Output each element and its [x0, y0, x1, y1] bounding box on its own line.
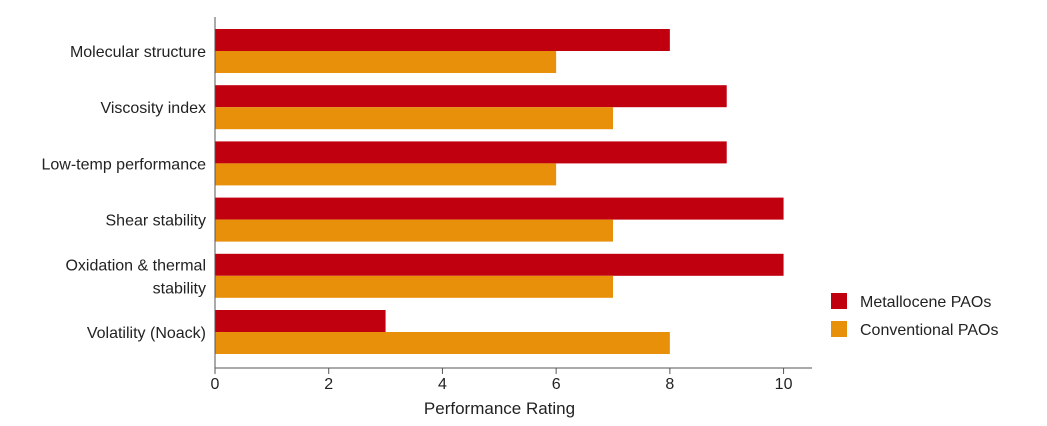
bar-viscosity-index-conventional-paos	[215, 107, 613, 130]
x-tick-label-4: 4	[438, 376, 447, 393]
category-labels: Molecular structure Viscosity index Low-te…	[41, 44, 206, 342]
legend: Metallocene PAOs Conventional PAOs	[831, 293, 998, 339]
legend-swatch-conventional-paos	[831, 321, 847, 337]
bar-volatility-noack-metallocene-paos	[215, 310, 386, 332]
category-label-molecular-structure: Molecular structure	[70, 44, 206, 61]
category-label-viscosity-index: Viscosity index	[100, 100, 206, 117]
bars-group	[215, 29, 784, 354]
x-tick-label-6: 6	[552, 376, 561, 393]
bar-shear-stability-conventional-paos	[215, 219, 613, 242]
legend-label-conventional-paos: Conventional PAOs	[860, 322, 998, 339]
bar-molecular-structure-metallocene-paos	[215, 29, 670, 51]
bar-oxidation-thermal-stability-conventional-paos	[215, 275, 613, 298]
bar-molecular-structure-conventional-paos	[215, 51, 557, 73]
bar-viscosity-index-metallocene-paos	[215, 85, 727, 108]
bar-low-temp-performance-conventional-paos	[215, 163, 557, 186]
bar-volatility-noack-conventional-paos	[215, 332, 670, 354]
x-tick-label-2: 2	[324, 376, 333, 393]
x-axis-label: Performance Rating	[424, 399, 575, 418]
bar-oxidation-thermal-stability-metallocene-paos	[215, 253, 784, 276]
legend-swatch-metallocene-paos	[831, 293, 847, 309]
category-label-oxidation-thermal-stability-line-1: Oxidation & thermal	[65, 257, 206, 274]
x-tick-label-8: 8	[665, 376, 674, 393]
bar-shear-stability-metallocene-paos	[215, 197, 784, 220]
x-tick-label-0: 0	[211, 376, 220, 393]
category-label-low-temp-performance: Low-temp performance	[41, 156, 206, 173]
category-label-oxidation-thermal-stability-line-2: stability	[153, 280, 206, 297]
legend-label-metallocene-paos: Metallocene PAOs	[860, 294, 991, 311]
bar-low-temp-performance-metallocene-paos	[215, 141, 727, 164]
x-ticks: 0 2 4 6 8 10	[211, 368, 793, 393]
category-label-shear-stability: Shear stability	[106, 213, 207, 230]
category-label-volatility-noack: Volatility (Noack)	[87, 325, 206, 342]
x-tick-label-10: 10	[775, 376, 793, 393]
